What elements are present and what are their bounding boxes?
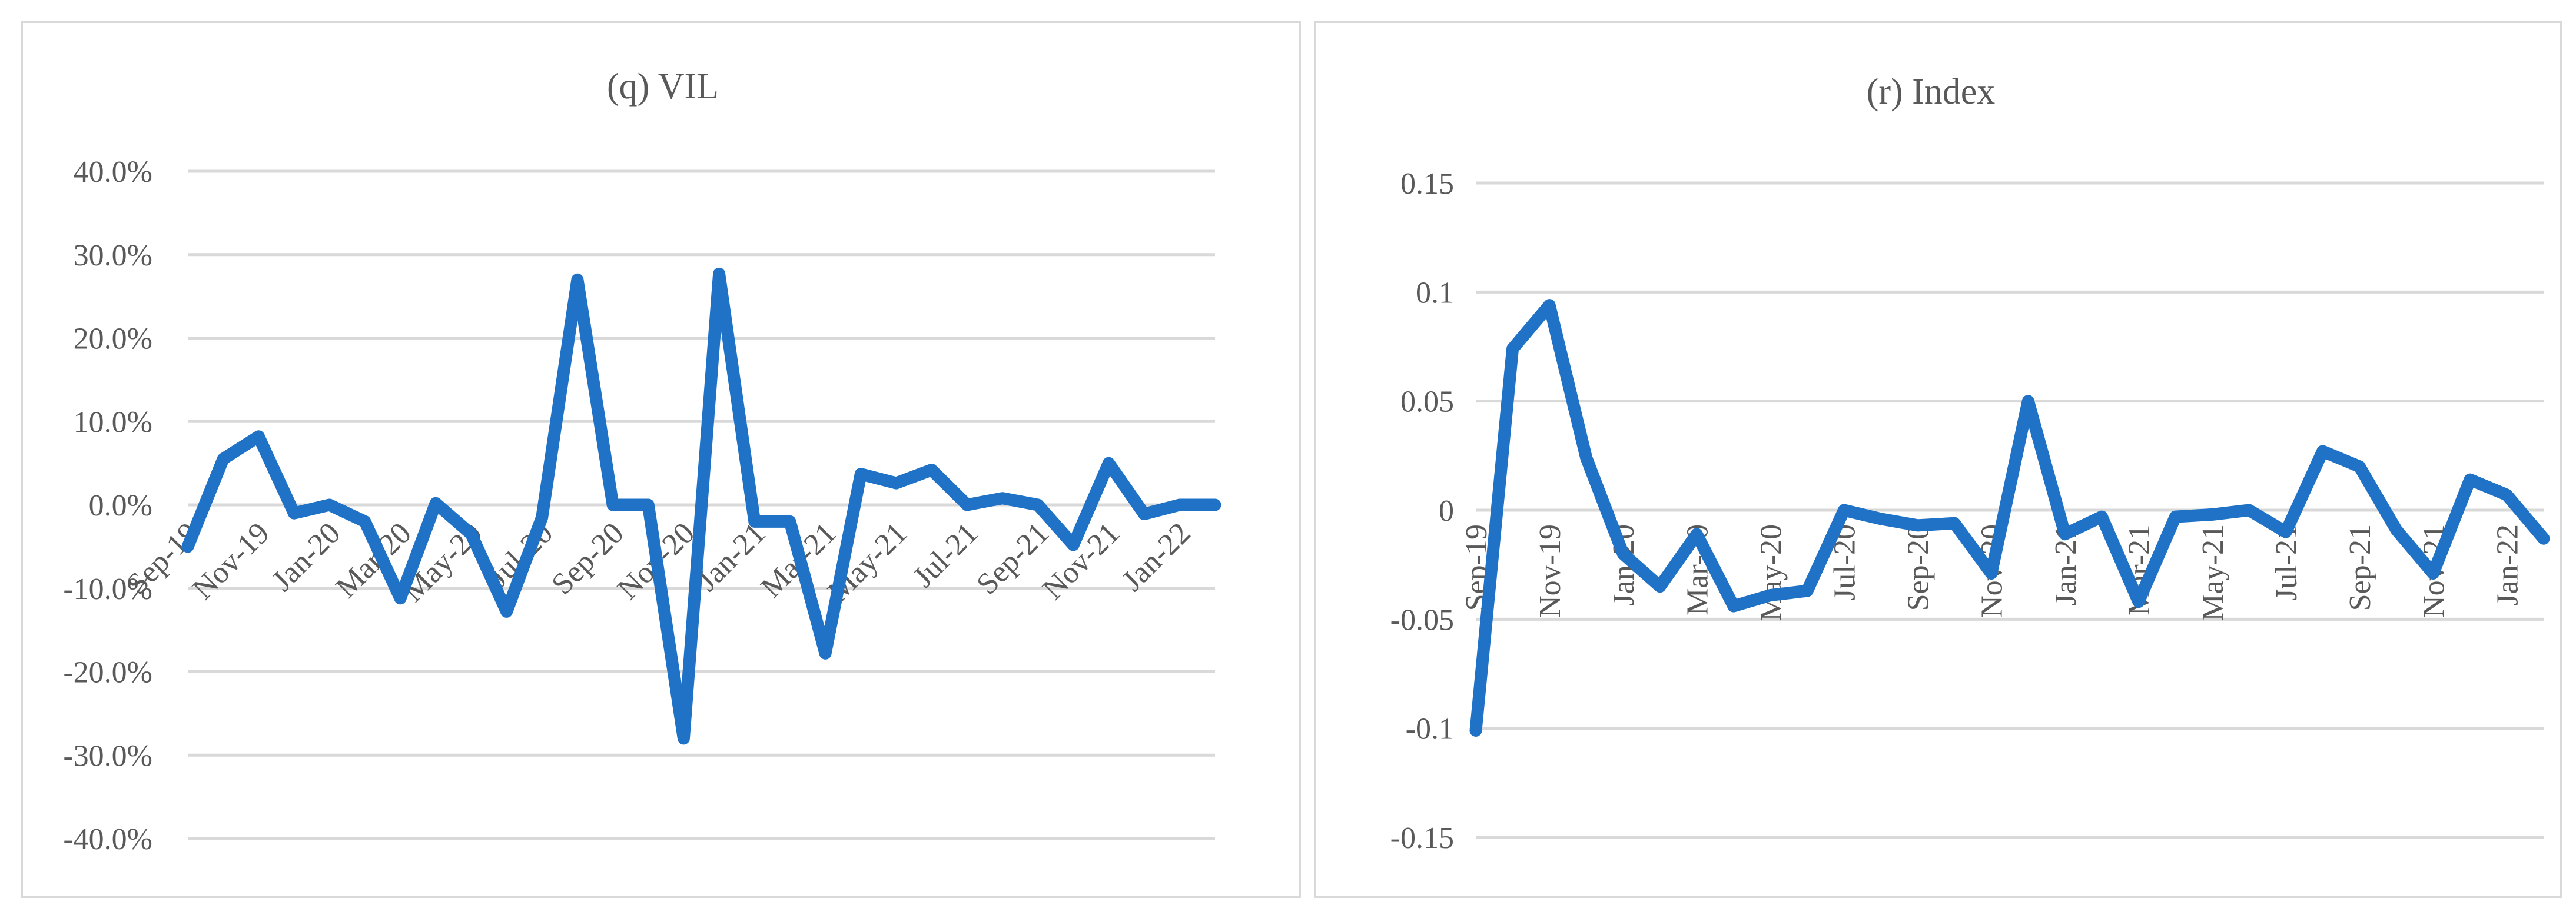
- y-tick-label: 0.1: [1416, 276, 1454, 310]
- data-point: [2432, 572, 2434, 574]
- data-point: [682, 737, 685, 740]
- data-point: [187, 545, 189, 548]
- data-point: [541, 516, 543, 518]
- vil-line-chart: (q) VIL 40.0% 30.0% 20.0% 10.0% 0.0% -10.0% -2…: [63, 66, 1221, 856]
- x-tick-label: Sep-21: [2343, 524, 2377, 611]
- data-point: [1659, 585, 1661, 588]
- data-point: [2137, 601, 2140, 603]
- x-tick-label: Nov-19: [1533, 524, 1567, 618]
- data-point: [859, 473, 862, 475]
- data-point: [1475, 729, 1477, 731]
- data-point: [2505, 494, 2508, 496]
- data-point: [966, 504, 968, 506]
- y-tick-label: 0.0%: [89, 489, 152, 523]
- data-point: [576, 278, 579, 281]
- data-point: [2542, 537, 2545, 540]
- data-point: [257, 435, 260, 438]
- data-point: [1732, 605, 1735, 607]
- data-point: [1548, 304, 1551, 307]
- data-point: [1990, 572, 1993, 574]
- data-point: [1072, 544, 1074, 546]
- data-point: [506, 610, 508, 613]
- data-point: [2064, 533, 2066, 535]
- data-point: [824, 652, 826, 654]
- data-point: [2395, 528, 2398, 531]
- y-tick-label: 10.0%: [74, 405, 152, 439]
- data-point: [1806, 590, 1808, 592]
- x-tick-label: Jul-21: [907, 516, 984, 594]
- data-point: [647, 504, 649, 506]
- data-point: [1695, 533, 1698, 535]
- data-point: [399, 597, 401, 600]
- data-point: [2100, 515, 2103, 518]
- x-tick-label: Jan-22: [2491, 524, 2524, 606]
- data-point: [1880, 518, 1882, 520]
- data-point: [1037, 504, 1039, 506]
- data-point: [434, 502, 437, 504]
- y-tick-label: -0.05: [1390, 603, 1454, 637]
- data-point: [2174, 515, 2176, 518]
- data-point: [612, 504, 614, 506]
- data-point: [2027, 400, 2029, 402]
- chart-title: (r) Index: [1867, 72, 1996, 112]
- y-tick-label: -0.1: [1406, 713, 1454, 746]
- data-point: [328, 504, 331, 506]
- y-tick-label: -40.0%: [63, 823, 152, 856]
- y-tick-label: 0: [1439, 494, 1454, 528]
- x-tick-label: Sep-20: [1902, 524, 1936, 611]
- y-tick-label: -0.15: [1390, 821, 1454, 855]
- data-point: [364, 520, 366, 523]
- x-tick-label: May-20: [1754, 524, 1788, 621]
- data-point: [470, 533, 472, 535]
- y-tick-label: 30.0%: [74, 239, 152, 272]
- data-point: [1001, 497, 1004, 500]
- data-point: [2358, 465, 2361, 468]
- y-tick-label: 0.15: [1400, 167, 1454, 201]
- data-point: [1769, 594, 1771, 597]
- data-point: [2469, 478, 2471, 481]
- series-line: [1469, 299, 2550, 737]
- x-tick-label: May-21: [2196, 524, 2230, 621]
- data-point: [753, 520, 756, 523]
- data-point: [1107, 462, 1110, 464]
- chart-title: (q) VIL: [607, 66, 719, 107]
- data-point: [1843, 509, 1845, 511]
- series-line: [181, 267, 1221, 745]
- data-point: [1953, 522, 1956, 524]
- y-tick-label: -30.0%: [63, 739, 152, 773]
- data-point: [2322, 450, 2324, 453]
- chart-panel-index: (r) Index 0.15 0.1 0.05 0 -0.05 -0.1 -0.15 Sep…: [1314, 21, 2562, 898]
- data-point: [222, 458, 224, 460]
- y-tick-label: 20.0%: [74, 322, 152, 356]
- data-point: [2285, 531, 2287, 533]
- data-point: [1512, 348, 1514, 350]
- data-point: [931, 468, 933, 471]
- data-point: [1214, 504, 1216, 506]
- y-tick-label: 40.0%: [74, 155, 152, 189]
- data-point: [789, 520, 791, 523]
- y-tick-label: -20.0%: [63, 656, 152, 690]
- data-point: [1917, 524, 1919, 527]
- chart-panel-vil: (q) VIL 40.0% 30.0% 20.0% 10.0% 0.0% -10.0% -2…: [21, 21, 1301, 898]
- data-point: [293, 512, 296, 514]
- index-line-chart: (r) Index 0.15 0.1 0.05 0 -0.05 -0.1 -0.15 Sep…: [1390, 72, 2550, 855]
- data-point: [2211, 513, 2213, 515]
- x-tick-label: Jan-22: [1116, 516, 1197, 597]
- data-point: [1143, 513, 1146, 515]
- data-point: [895, 482, 897, 484]
- y-tick-label: 0.05: [1400, 385, 1454, 419]
- data-point: [718, 272, 721, 275]
- y-tick-label: -10.0%: [63, 573, 152, 606]
- data-point: [1622, 553, 1624, 555]
- data-point: [1179, 504, 1181, 506]
- data-point: [1585, 457, 1588, 459]
- data-point: [2248, 509, 2250, 511]
